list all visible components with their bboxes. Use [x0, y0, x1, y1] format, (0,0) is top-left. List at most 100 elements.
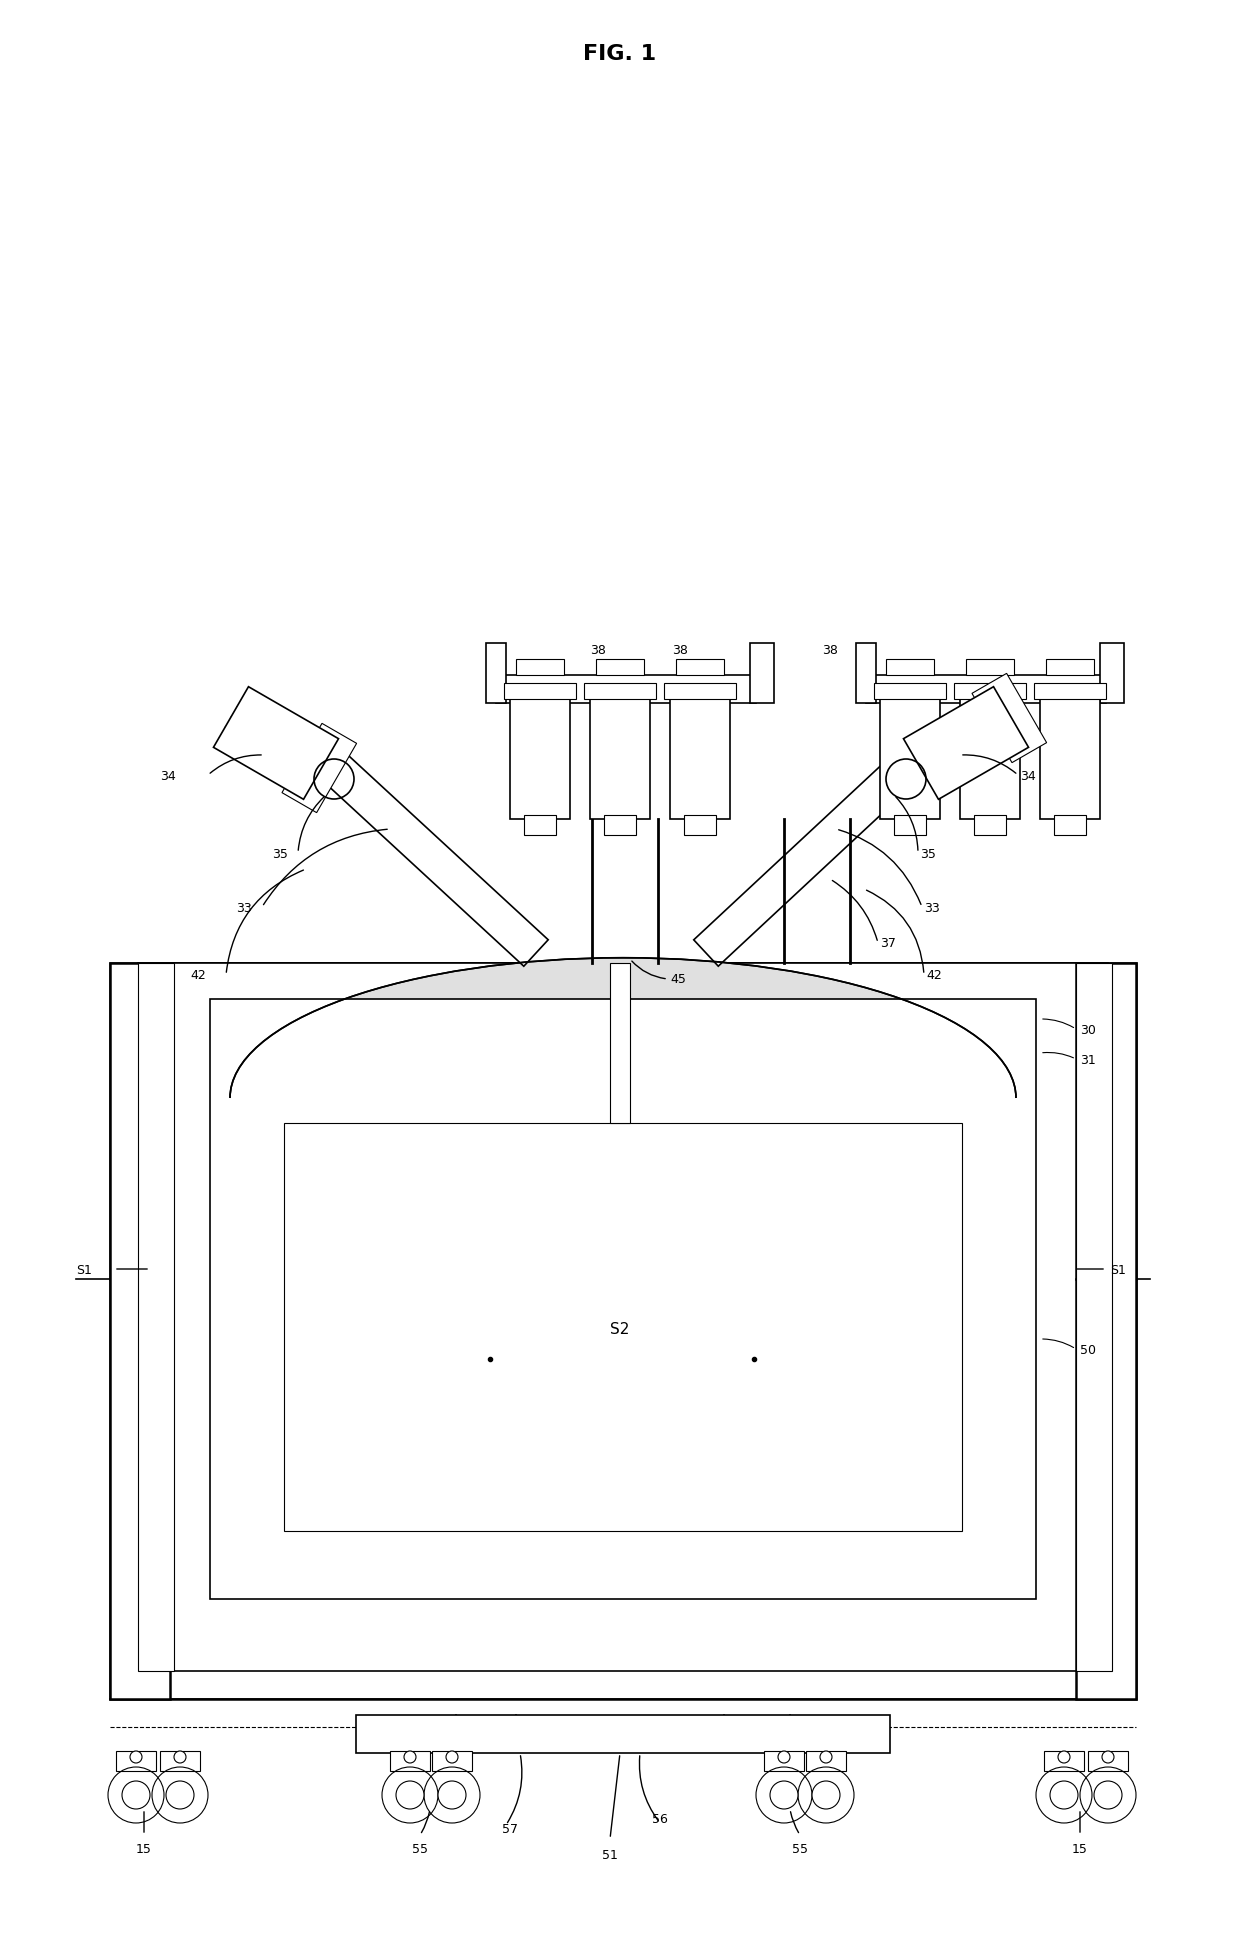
Bar: [954, 684, 1025, 700]
Text: 42: 42: [926, 970, 941, 981]
Circle shape: [820, 1751, 832, 1763]
Bar: [1044, 1751, 1084, 1770]
Circle shape: [396, 1782, 424, 1809]
FancyArrowPatch shape: [832, 880, 877, 940]
Bar: [210, 999, 1035, 1600]
Bar: [596, 659, 644, 675]
Bar: [663, 684, 737, 700]
Bar: [432, 1751, 472, 1770]
Circle shape: [446, 1751, 458, 1763]
Bar: [1047, 659, 1094, 675]
FancyArrowPatch shape: [838, 830, 921, 906]
Text: 45: 45: [670, 973, 686, 987]
Polygon shape: [281, 723, 357, 812]
FancyArrowPatch shape: [507, 1757, 522, 1823]
Circle shape: [166, 1782, 193, 1809]
Text: S2: S2: [610, 1322, 630, 1336]
FancyArrowPatch shape: [1043, 1340, 1074, 1348]
Circle shape: [1102, 1751, 1114, 1763]
FancyArrowPatch shape: [227, 871, 304, 973]
Text: S1: S1: [1110, 1262, 1126, 1276]
Text: 55: 55: [412, 1842, 428, 1856]
Bar: [525, 816, 556, 836]
Circle shape: [812, 1782, 839, 1809]
Text: 33: 33: [236, 902, 252, 913]
Bar: [117, 1751, 156, 1770]
Text: 35: 35: [920, 847, 936, 861]
Bar: [244, 1084, 1002, 1571]
Bar: [486, 644, 506, 704]
Polygon shape: [229, 958, 1016, 1097]
Text: 31: 31: [1080, 1053, 1096, 1066]
Bar: [874, 684, 946, 700]
Bar: [856, 644, 875, 704]
Bar: [162, 964, 1084, 1646]
Bar: [496, 675, 756, 704]
FancyArrowPatch shape: [640, 1757, 658, 1821]
Bar: [676, 659, 724, 675]
Bar: [110, 964, 1136, 1699]
Bar: [887, 659, 934, 675]
Bar: [894, 816, 926, 836]
Bar: [684, 816, 715, 836]
Bar: [1076, 964, 1112, 1671]
FancyArrowPatch shape: [1043, 1020, 1074, 1028]
Text: FIG. 1: FIG. 1: [584, 45, 656, 64]
Text: 15: 15: [136, 1842, 153, 1856]
Bar: [764, 1751, 804, 1770]
FancyArrowPatch shape: [263, 830, 387, 906]
FancyArrowPatch shape: [632, 962, 665, 979]
FancyArrowPatch shape: [897, 797, 918, 851]
Text: 37: 37: [880, 937, 895, 950]
Bar: [1100, 644, 1123, 704]
Polygon shape: [317, 750, 548, 968]
Text: 34: 34: [1021, 770, 1035, 781]
Bar: [356, 1716, 890, 1753]
FancyArrowPatch shape: [610, 1757, 620, 1836]
Bar: [590, 700, 650, 820]
Bar: [960, 700, 1021, 820]
Text: 55: 55: [792, 1842, 808, 1856]
Bar: [1076, 964, 1136, 1699]
Circle shape: [1094, 1782, 1122, 1809]
Polygon shape: [972, 675, 1047, 764]
Bar: [584, 684, 656, 700]
Bar: [880, 700, 940, 820]
Text: 42: 42: [190, 970, 206, 981]
Text: 50: 50: [1080, 1344, 1096, 1355]
Bar: [966, 659, 1014, 675]
Text: 51: 51: [603, 1848, 618, 1861]
FancyArrowPatch shape: [962, 756, 1016, 774]
Bar: [284, 1123, 962, 1532]
Polygon shape: [904, 686, 1028, 801]
Polygon shape: [693, 750, 923, 968]
Bar: [973, 816, 1006, 836]
Text: 38: 38: [822, 644, 838, 655]
Text: S1: S1: [76, 1262, 92, 1276]
FancyArrowPatch shape: [210, 756, 262, 774]
Circle shape: [438, 1782, 466, 1809]
Text: 30: 30: [1080, 1024, 1096, 1035]
Bar: [219, 1059, 1025, 1596]
FancyArrowPatch shape: [791, 1811, 799, 1832]
Bar: [391, 1751, 430, 1770]
Circle shape: [174, 1751, 186, 1763]
Bar: [1087, 1751, 1128, 1770]
Text: 33: 33: [924, 902, 940, 913]
Bar: [670, 700, 730, 820]
Circle shape: [1050, 1782, 1078, 1809]
Bar: [110, 964, 170, 1699]
Bar: [866, 675, 1106, 704]
Bar: [510, 700, 570, 820]
Bar: [1040, 700, 1100, 820]
Circle shape: [404, 1751, 415, 1763]
FancyArrowPatch shape: [1043, 1053, 1074, 1059]
Circle shape: [770, 1782, 799, 1809]
Text: 34: 34: [160, 770, 176, 781]
Bar: [516, 659, 564, 675]
Bar: [264, 1103, 982, 1551]
Circle shape: [130, 1751, 143, 1763]
Bar: [138, 964, 1109, 1671]
Text: 56: 56: [652, 1813, 668, 1825]
Bar: [750, 644, 774, 704]
